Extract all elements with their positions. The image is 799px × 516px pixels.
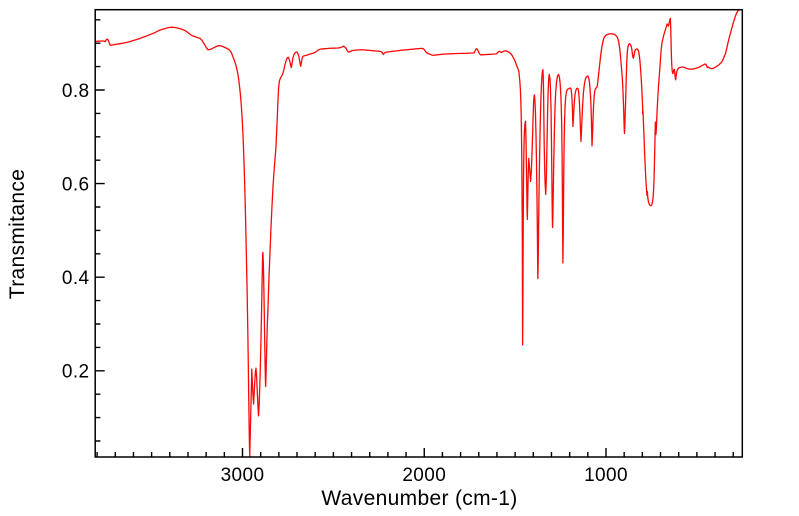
svg-text:0.6: 0.6: [62, 175, 90, 196]
svg-text:Wavenumber (cm-1): Wavenumber (cm-1): [321, 487, 517, 510]
svg-text:Transmitance: Transmitance: [6, 169, 29, 299]
svg-text:1000: 1000: [584, 465, 628, 486]
svg-text:3000: 3000: [221, 465, 265, 486]
svg-text:0.2: 0.2: [62, 362, 90, 383]
svg-text:2000: 2000: [402, 465, 446, 486]
svg-text:0.4: 0.4: [62, 268, 90, 289]
svg-text:0.8: 0.8: [62, 81, 90, 102]
